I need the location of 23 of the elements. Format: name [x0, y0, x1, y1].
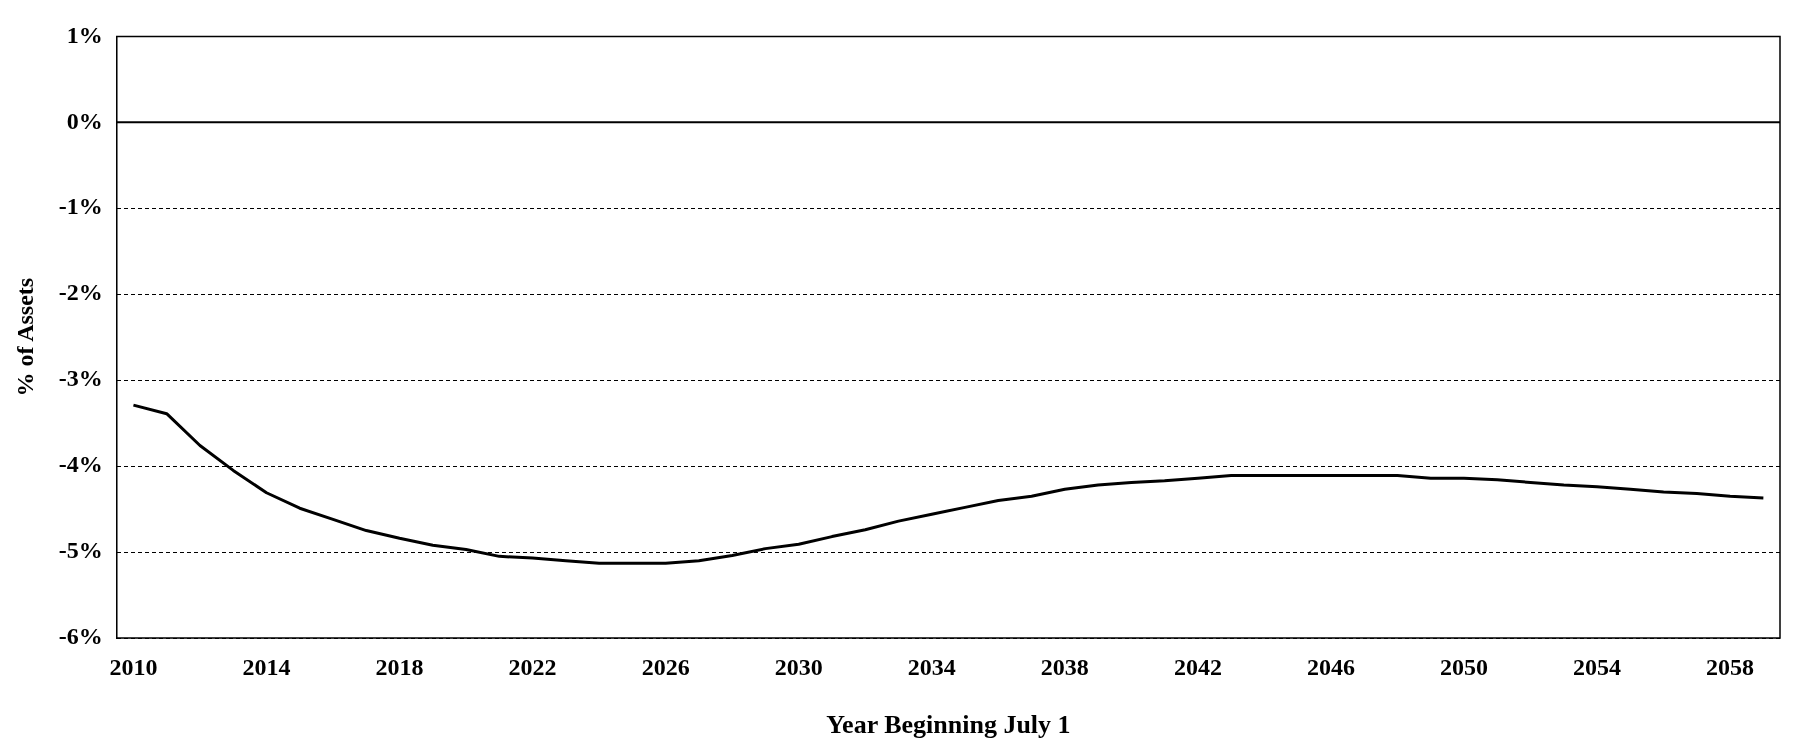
x-tick-label: 2054 [1573, 653, 1622, 680]
y-tick-label: 0% [66, 107, 103, 134]
y-tick-label: -5% [58, 537, 103, 564]
x-tick-label: 2042 [1173, 653, 1222, 680]
x-tick-label: 2050 [1439, 653, 1488, 680]
x-tick-label: 2038 [1040, 653, 1089, 680]
y-tick-label: -6% [58, 623, 103, 650]
x-tick-label: 2022 [508, 653, 557, 680]
y-axis-title: % of Assets [11, 277, 38, 397]
x-axis-title: Year Beginning July 1 [826, 710, 1071, 740]
x-tick-label: 2030 [774, 653, 823, 680]
y-tick-label: -1% [58, 193, 103, 220]
x-tick-label: 2010 [109, 653, 158, 680]
x-tick-label: 2046 [1306, 653, 1355, 680]
y-tick-label: -4% [58, 451, 103, 478]
x-tick-label: 2058 [1706, 653, 1755, 680]
x-tick-label: 2014 [242, 653, 291, 680]
x-tick-label: 2034 [907, 653, 956, 680]
x-tick-label: 2026 [641, 653, 690, 680]
x-tick-label: 2018 [375, 653, 424, 680]
y-tick-label: -2% [58, 279, 103, 306]
y-tick-label: 1% [66, 21, 103, 48]
y-tick-label: -3% [58, 365, 103, 392]
